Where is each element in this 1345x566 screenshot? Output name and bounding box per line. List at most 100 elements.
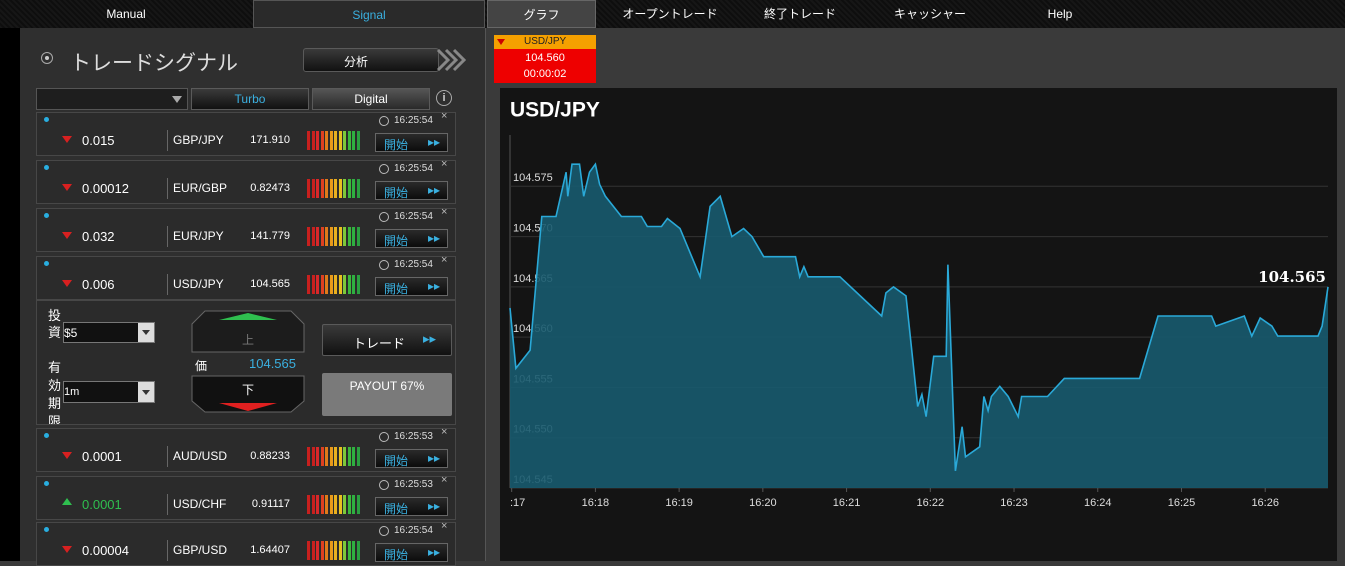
divider — [167, 540, 168, 561]
pair: USD/JPY — [173, 277, 224, 291]
strength-bar — [316, 541, 319, 560]
change: 0.015 — [82, 133, 115, 148]
pair: EUR/JPY — [173, 229, 224, 243]
up-button[interactable] — [191, 310, 305, 353]
strength-bar — [320, 495, 324, 514]
strength-bar — [320, 447, 324, 466]
status-dot — [44, 261, 49, 266]
strength-bar — [307, 227, 310, 246]
start-arrows: ▸▸ — [428, 135, 441, 149]
filter-dropdown[interactable] — [36, 88, 188, 110]
x-tick-label: 16:22 — [917, 497, 945, 509]
start-button[interactable]: 開始 ▸▸ — [375, 229, 448, 248]
filter-tab[interactable]: Turbo — [191, 88, 309, 110]
strength-bar — [316, 447, 319, 466]
start-button[interactable]: 開始 ▸▸ — [375, 133, 448, 152]
strength-bar — [334, 447, 337, 466]
nav-tab[interactable]: 終了トレード — [763, 7, 836, 21]
strength-bar — [325, 131, 328, 150]
strength-bar — [320, 179, 324, 198]
investment-select[interactable]: $5 — [63, 322, 155, 343]
payout-box: PAYOUT 67% — [322, 373, 452, 416]
signal-row: 0.00004 GBP/USD 1.64407 16:25:54 × 開始 ▸▸ — [36, 520, 456, 566]
strength-bar — [338, 131, 342, 150]
clock-icon — [379, 432, 389, 442]
close[interactable]: × — [441, 254, 448, 266]
radio-dot — [45, 56, 49, 60]
strength-bar — [320, 131, 324, 150]
strength-bar — [343, 447, 346, 466]
strength-bar — [334, 227, 337, 246]
change: 0.032 — [82, 229, 115, 244]
strength-bar — [316, 227, 319, 246]
ticker[interactable]: USD/JPY 104.560 00:00:02 — [494, 35, 596, 83]
change: 0.0001 — [82, 497, 122, 512]
start-label: 開始 — [384, 138, 409, 152]
time: 16:25:54 — [394, 525, 433, 536]
strength-bar — [334, 495, 337, 514]
strength-bar — [329, 447, 333, 466]
strength-bar — [311, 179, 315, 198]
nav-tab[interactable]: Manual — [106, 7, 146, 21]
strength-bar — [311, 227, 315, 246]
select-arrow — [138, 323, 154, 342]
start-button[interactable]: 開始 ▸▸ — [375, 497, 448, 516]
y-tick-label: 104.575 — [513, 172, 553, 184]
start-button[interactable]: 開始 ▸▸ — [375, 543, 448, 562]
filter-tab[interactable]: Digital — [312, 88, 430, 110]
time: 16:25:54 — [394, 163, 433, 174]
start-label: 開始 — [384, 454, 409, 468]
down-button[interactable] — [191, 375, 305, 413]
info-icon[interactable]: i — [436, 90, 452, 106]
panel-title: トレードシグナル — [70, 52, 238, 75]
close[interactable]: × — [441, 474, 448, 486]
close[interactable]: × — [441, 520, 448, 532]
signal-row: 0.0001 AUD/USD 0.88233 16:25:53 × 開始 ▸▸ — [36, 426, 456, 472]
close[interactable]: × — [441, 206, 448, 218]
strength-bar — [325, 541, 328, 560]
expiry-select[interactable]: 1m — [63, 381, 155, 403]
line — [509, 162, 1329, 472]
start-arrows: ▸▸ — [428, 279, 441, 293]
start-button[interactable]: 開始 ▸▸ — [375, 181, 448, 200]
close[interactable]: × — [441, 158, 448, 170]
strength-bar — [316, 131, 319, 150]
analyze-button[interactable]: 分析 — [303, 48, 439, 72]
nav-tab[interactable]: オープントレード — [622, 7, 718, 21]
expiry-label: 有効期限 — [48, 360, 62, 425]
strength-bar — [356, 179, 360, 198]
strength-bar — [352, 275, 355, 294]
strength-bar — [338, 541, 342, 560]
nav-tab[interactable]: Help — [1047, 7, 1073, 21]
start-button[interactable]: 開始 ▸▸ — [375, 449, 448, 468]
strength-bar — [320, 541, 324, 560]
start-arrows: ▸▸ — [428, 545, 441, 559]
trade-button[interactable]: トレード ▸▸ — [322, 324, 452, 356]
x-tick-label: 16:25 — [1168, 497, 1196, 509]
start-label: 開始 — [384, 186, 409, 200]
clock-icon — [379, 164, 389, 174]
price-label: 価 — [195, 359, 208, 373]
start-button[interactable]: 開始 ▸▸ — [375, 277, 448, 296]
strength-bar — [311, 541, 315, 560]
status-dot — [44, 527, 49, 532]
nav-tab[interactable]: グラフ — [487, 0, 596, 28]
close[interactable]: × — [441, 110, 448, 122]
radio-icon[interactable] — [41, 52, 53, 64]
strength-bar — [325, 447, 328, 466]
x-tick-label: 16:20 — [749, 497, 777, 509]
strength-bar — [329, 495, 333, 514]
up-shape — [191, 310, 305, 353]
status-dot — [44, 433, 49, 438]
strength-bar — [347, 179, 351, 198]
status-dot — [44, 165, 49, 170]
price: 1.64407 — [250, 544, 290, 556]
x-tick-label: 16:24 — [1084, 497, 1112, 509]
strength-bar — [343, 495, 346, 514]
nav-tab[interactable]: Signal — [253, 0, 485, 28]
start-label: 開始 — [384, 548, 409, 562]
close[interactable]: × — [441, 426, 448, 438]
time: 16:25:53 — [394, 431, 433, 442]
nav-tab[interactable]: キャッシャー — [893, 7, 966, 21]
x-tick-label: :17 — [510, 497, 525, 509]
